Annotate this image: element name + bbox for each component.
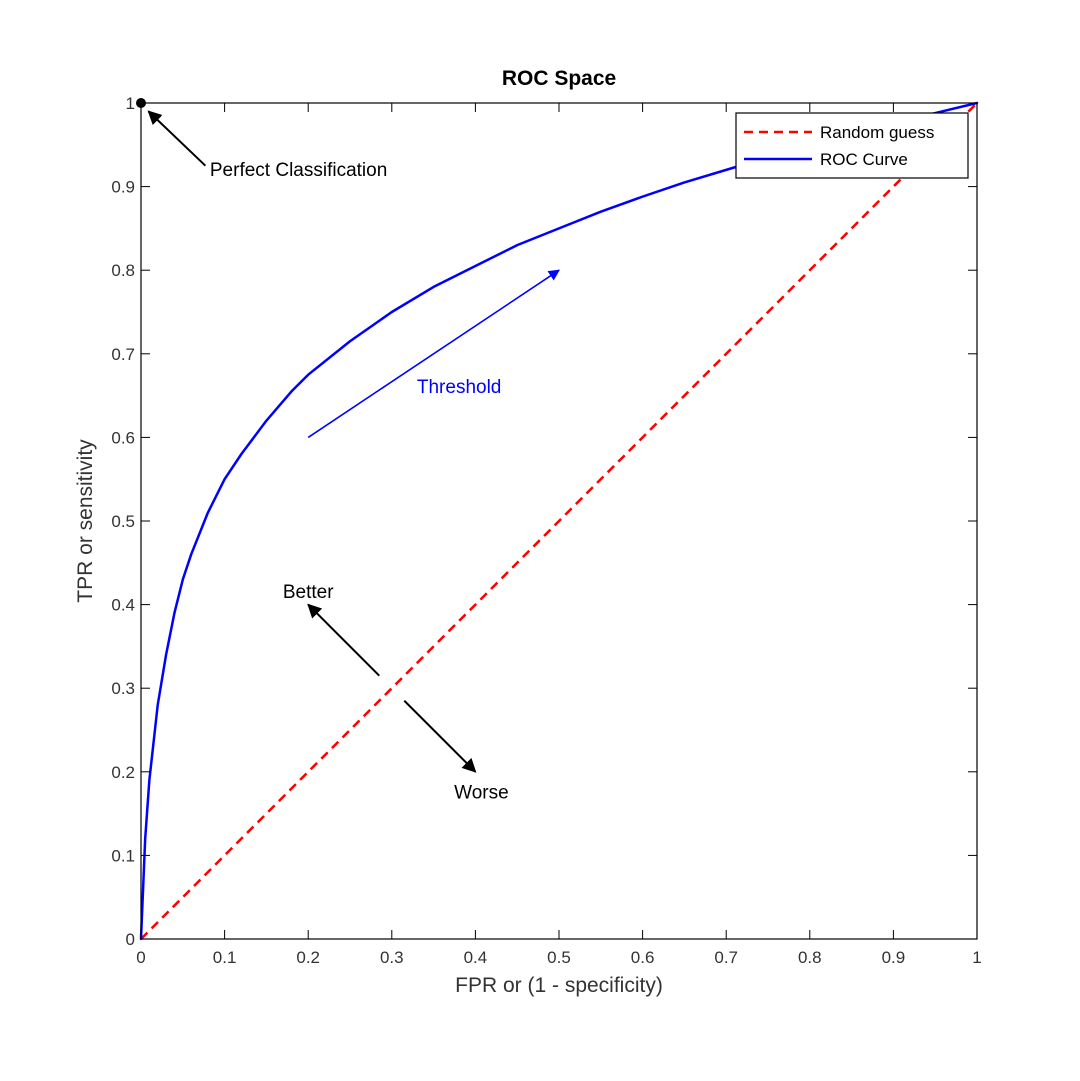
series-layer — [139, 101, 979, 941]
y-tick-label: 0.9 — [111, 178, 135, 197]
chart-title: ROC Space — [502, 67, 616, 90]
x-tick-label: 0 — [136, 948, 145, 967]
y-tick-label: 0.1 — [111, 846, 135, 865]
x-tick-label: 0.1 — [213, 948, 237, 967]
y-tick-label: 0.8 — [111, 261, 135, 280]
annotation-better: Better — [283, 582, 334, 603]
x-tick-label: 0.5 — [547, 948, 571, 967]
y-tick-label: 0.3 — [111, 679, 135, 698]
y-tick-label: 1 — [126, 94, 135, 113]
x-axis-label: FPR or (1 - specificity) — [455, 974, 663, 997]
y-tick-label: 0.2 — [111, 763, 135, 782]
y-axis-label: TPR or sensitivity — [74, 439, 97, 603]
x-tick-label: 0.9 — [882, 948, 906, 967]
x-tick-label: 0.3 — [380, 948, 404, 967]
annotation-threshold: Threshold — [417, 377, 502, 398]
better-arrow — [307, 603, 380, 677]
annotation-worse: Worse — [454, 783, 509, 804]
plot-content: Perfect Classification Threshold Better Wor… — [136, 98, 979, 941]
annotation-layer: Perfect Classification Threshold Better Wor… — [136, 98, 560, 804]
perfect-arrow — [147, 110, 207, 167]
y-tick-label: 0 — [126, 930, 135, 949]
x-tick-label: 0.2 — [296, 948, 320, 967]
annotation-perfect-classification: Perfect Classification — [210, 160, 387, 181]
tick-layer: 0 0.1 0.2 0.3 0.4 0.5 0.6 0.7 0.8 0.9 1 0 0.1 0.2 0.3 0… — [111, 94, 981, 967]
x-tick-label: 0.6 — [631, 948, 655, 967]
legend: Random guess ROC Curve — [735, 112, 969, 179]
x-tick-label: 0.7 — [714, 948, 738, 967]
y-tick-label: 0.4 — [111, 596, 135, 615]
y-tick-label: 0.7 — [111, 345, 135, 364]
threshold-arrow — [307, 269, 560, 439]
legend-label-roc-curve: ROC Curve — [820, 150, 908, 169]
x-tick-label: 1 — [972, 948, 981, 967]
series-line-random-guess — [140, 102, 978, 940]
legend-label-random-guess: Random guess — [820, 123, 934, 142]
y-tick-label: 0.5 — [111, 512, 135, 531]
x-tick-label: 0.4 — [464, 948, 488, 967]
y-tick-label: 0.6 — [111, 428, 135, 447]
worse-arrow — [403, 700, 477, 773]
legend-box — [735, 112, 969, 179]
x-tick-label: 0.8 — [798, 948, 822, 967]
